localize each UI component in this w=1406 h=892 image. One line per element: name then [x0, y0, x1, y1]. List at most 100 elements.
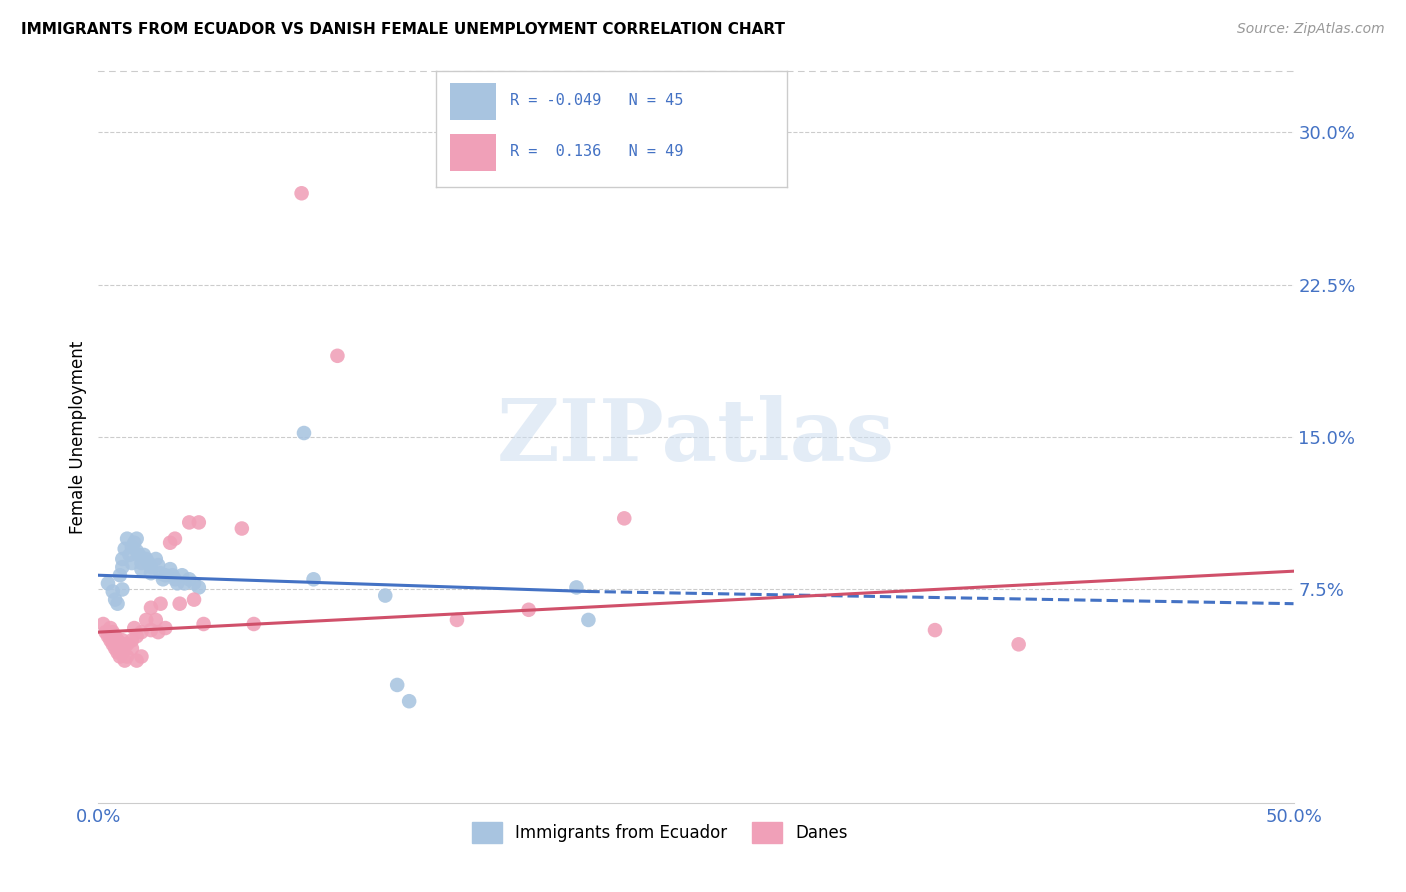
Point — [91, 617, 114, 632]
Point — [111, 645, 134, 659]
Point — [111, 552, 134, 566]
Point — [124, 621, 146, 635]
Point — [114, 637, 136, 651]
Point — [104, 592, 127, 607]
Point — [302, 572, 325, 586]
Point — [183, 592, 205, 607]
Legend: Immigrants from Ecuador, Danes: Immigrants from Ecuador, Danes — [465, 815, 855, 849]
Point — [179, 572, 201, 586]
Point — [291, 186, 314, 201]
Point — [155, 621, 177, 635]
Point — [131, 649, 153, 664]
Point — [169, 597, 191, 611]
Point — [613, 511, 636, 525]
Point — [124, 535, 146, 549]
Point — [115, 637, 138, 651]
Point — [98, 621, 122, 635]
Point — [149, 566, 172, 581]
Point — [398, 694, 420, 708]
Point — [172, 568, 194, 582]
Point — [118, 548, 141, 562]
Point — [115, 649, 138, 664]
Point — [94, 625, 117, 640]
Point — [159, 562, 181, 576]
Point — [104, 629, 127, 643]
Point — [139, 566, 162, 581]
Point — [924, 623, 946, 637]
Point — [187, 581, 209, 595]
Point — [101, 625, 124, 640]
Point — [173, 576, 195, 591]
Point — [149, 597, 172, 611]
Point — [578, 613, 600, 627]
Point — [385, 678, 409, 692]
Point — [104, 641, 127, 656]
Point — [145, 613, 167, 627]
Point — [121, 540, 143, 554]
Point — [128, 548, 150, 562]
Point — [135, 552, 157, 566]
Point — [326, 349, 349, 363]
Point — [121, 641, 143, 656]
Point — [183, 576, 205, 591]
Point — [231, 521, 253, 535]
Point — [166, 576, 188, 591]
Point — [131, 562, 153, 576]
Point — [131, 625, 153, 640]
Text: ZIPatlas: ZIPatlas — [496, 395, 896, 479]
Point — [115, 532, 138, 546]
Bar — [450, 83, 496, 120]
Point — [107, 633, 129, 648]
Point — [125, 654, 148, 668]
Point — [163, 572, 186, 586]
Point — [148, 558, 170, 573]
Point — [292, 425, 315, 440]
Text: R =  0.136   N = 49: R = 0.136 N = 49 — [510, 145, 683, 160]
Point — [111, 582, 134, 597]
Point — [152, 572, 174, 586]
Point — [125, 544, 148, 558]
Bar — [450, 134, 496, 171]
Point — [101, 584, 124, 599]
Point — [139, 560, 162, 574]
Point — [107, 645, 129, 659]
Point — [159, 535, 181, 549]
Point — [97, 576, 120, 591]
Point — [138, 556, 160, 570]
Point — [97, 629, 120, 643]
Text: IMMIGRANTS FROM ECUADOR VS DANISH FEMALE UNEMPLOYMENT CORRELATION CHART: IMMIGRANTS FROM ECUADOR VS DANISH FEMALE… — [21, 22, 785, 37]
Point — [1008, 637, 1031, 651]
Point — [517, 603, 540, 617]
Point — [148, 625, 170, 640]
Point — [374, 589, 396, 603]
Point — [132, 548, 155, 562]
Point — [111, 633, 134, 648]
Point — [98, 633, 122, 648]
Point — [187, 516, 209, 530]
Point — [446, 613, 468, 627]
Point — [179, 516, 201, 530]
Point — [163, 532, 186, 546]
Point — [243, 617, 266, 632]
Point — [145, 552, 167, 566]
Point — [155, 568, 177, 582]
Point — [108, 649, 131, 664]
Point — [162, 568, 184, 582]
Point — [131, 556, 153, 570]
Point — [111, 560, 134, 574]
Point — [114, 654, 136, 668]
Point — [121, 633, 143, 648]
Point — [121, 556, 143, 570]
Text: Source: ZipAtlas.com: Source: ZipAtlas.com — [1237, 22, 1385, 37]
Point — [135, 613, 157, 627]
Point — [101, 637, 124, 651]
Text: R = -0.049   N = 45: R = -0.049 N = 45 — [510, 94, 683, 109]
Point — [114, 541, 136, 556]
Point — [565, 581, 588, 595]
Point — [108, 568, 131, 582]
Point — [139, 623, 162, 637]
Point — [193, 617, 215, 632]
Y-axis label: Female Unemployment: Female Unemployment — [69, 341, 87, 533]
Point — [139, 600, 162, 615]
Point — [125, 532, 148, 546]
